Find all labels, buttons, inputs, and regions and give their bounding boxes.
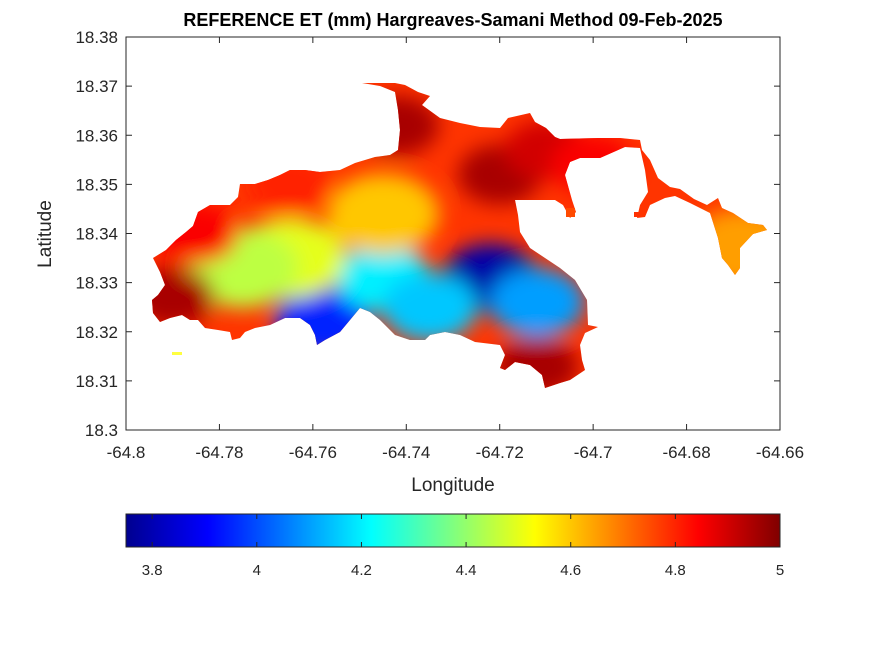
y-tick-label: 18.34: [75, 225, 118, 244]
land-speck: [172, 352, 182, 355]
colorbar-tick-label: 4.6: [560, 562, 581, 579]
y-tick-label: 18.36: [75, 126, 118, 145]
x-tick-label: -64.68: [662, 443, 710, 462]
colorbar-ticks: 3.8 4 4.2 4.4 4.6 4.8 5: [142, 514, 784, 579]
land-speck: [634, 212, 640, 217]
x-tick-label: -64.66: [756, 443, 804, 462]
colorbar-tick-label: 4.4: [456, 562, 477, 579]
y-tick-label: 18.38: [75, 28, 118, 47]
y-tick-label: 18.3: [85, 421, 118, 440]
heat-hotspot: [152, 267, 215, 328]
x-tick-label: -64.74: [382, 443, 430, 462]
y-tick-label: 18.31: [75, 372, 118, 391]
heat-hotspot: [489, 268, 585, 337]
x-tick-label: -64.72: [476, 443, 524, 462]
heat-hotspot: [326, 173, 439, 254]
y-tick-label: 18.33: [75, 274, 118, 293]
colorbar-tick-label: 4: [253, 562, 261, 579]
x-axis-label: Longitude: [411, 475, 494, 496]
x-tick-label: -64.7: [574, 443, 613, 462]
x-axis: -64.8 -64.78 -64.76 -64.74 -64.72 -64.7 -64.68…: [107, 37, 804, 462]
colorbar-tick-label: 3.8: [142, 562, 163, 579]
y-tick-label: 18.35: [75, 175, 118, 194]
colorbar-tick-label: 5: [776, 562, 784, 579]
land-speck: [566, 208, 575, 217]
y-tick-label: 18.32: [75, 323, 118, 342]
colorbar-tick-label: 4.8: [665, 562, 686, 579]
heat-hotspot: [382, 273, 478, 342]
x-tick-label: -64.76: [289, 443, 337, 462]
y-axis: 18.3 18.31 18.32 18.33 18.34 18.35 18.36 18.37 1…: [75, 28, 780, 440]
chart-title: REFERENCE ET (mm) Hargreaves-Samani Meth…: [183, 10, 722, 30]
y-axis-label: Latitude: [35, 200, 56, 268]
colorbar: [125, 513, 781, 548]
x-tick-label: -64.8: [107, 443, 146, 462]
y-tick-label: 18.37: [75, 77, 118, 96]
colorbar-tick-label: 4.2: [351, 562, 372, 579]
x-tick-label: -64.78: [195, 443, 243, 462]
